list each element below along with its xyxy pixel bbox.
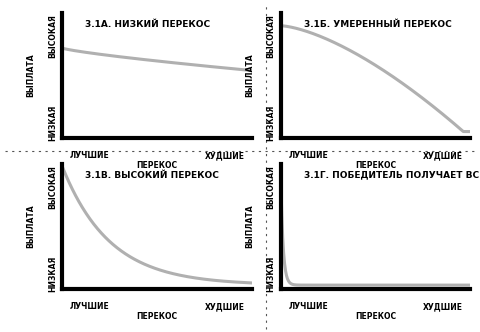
Text: 3.1Б. УМЕРЕННЫЙ ПЕРЕКОС: 3.1Б. УМЕРЕННЫЙ ПЕРЕКОС xyxy=(303,20,451,29)
Text: ВЫСОКАЯ: ВЫСОКАЯ xyxy=(267,14,276,58)
Text: НИЗКАЯ: НИЗКАЯ xyxy=(267,105,276,141)
Text: ВЫСОКАЯ: ВЫСОКАЯ xyxy=(48,165,57,209)
Text: ЛУЧШИЕ: ЛУЧШИЕ xyxy=(288,151,328,160)
Text: ВЫСОКАЯ: ВЫСОКАЯ xyxy=(48,14,57,58)
Text: ВЫПЛАТА: ВЫПЛАТА xyxy=(245,54,254,97)
Text: ПЕРЕКОС: ПЕРЕКОС xyxy=(355,312,396,321)
Text: ВЫПЛАТА: ВЫПЛАТА xyxy=(27,205,36,248)
Text: ХУДШИЕ: ХУДШИЕ xyxy=(423,302,463,311)
Text: ХУДШИЕ: ХУДШИЕ xyxy=(423,151,463,160)
Text: ВЫПЛАТА: ВЫПЛАТА xyxy=(245,205,254,248)
Text: 3.1А. НИЗКИЙ ПЕРЕКОС: 3.1А. НИЗКИЙ ПЕРЕКОС xyxy=(85,20,210,29)
Text: ХУДШИЕ: ХУДШИЕ xyxy=(204,302,244,311)
Text: ПЕРЕКОС: ПЕРЕКОС xyxy=(137,312,178,321)
Text: НИЗКАЯ: НИЗКАЯ xyxy=(48,105,57,141)
Text: ПЕРЕКОС: ПЕРЕКОС xyxy=(137,161,178,170)
Text: 3.1В. ВЫСОКИЙ ПЕРЕКОС: 3.1В. ВЫСОКИЙ ПЕРЕКОС xyxy=(85,171,219,180)
Text: ЛУЧШИЕ: ЛУЧШИЕ xyxy=(70,151,110,160)
Text: ВЫСОКАЯ: ВЫСОКАЯ xyxy=(267,165,276,209)
Text: НИЗКАЯ: НИЗКАЯ xyxy=(267,256,276,292)
Text: ПЕРЕКОС: ПЕРЕКОС xyxy=(355,161,396,170)
Text: ЛУЧШИЕ: ЛУЧШИЕ xyxy=(70,302,110,311)
Text: ЛУЧШИЕ: ЛУЧШИЕ xyxy=(288,302,328,311)
Text: ВЫПЛАТА: ВЫПЛАТА xyxy=(27,54,36,97)
Text: ХУДШИЕ: ХУДШИЕ xyxy=(204,151,244,160)
Text: НИЗКАЯ: НИЗКАЯ xyxy=(48,256,57,292)
Text: 3.1Г. ПОБЕДИТЕЛЬ ПОЛУЧАЕТ ВСЕ: 3.1Г. ПОБЕДИТЕЛЬ ПОЛУЧАЕТ ВСЕ xyxy=(303,171,480,180)
